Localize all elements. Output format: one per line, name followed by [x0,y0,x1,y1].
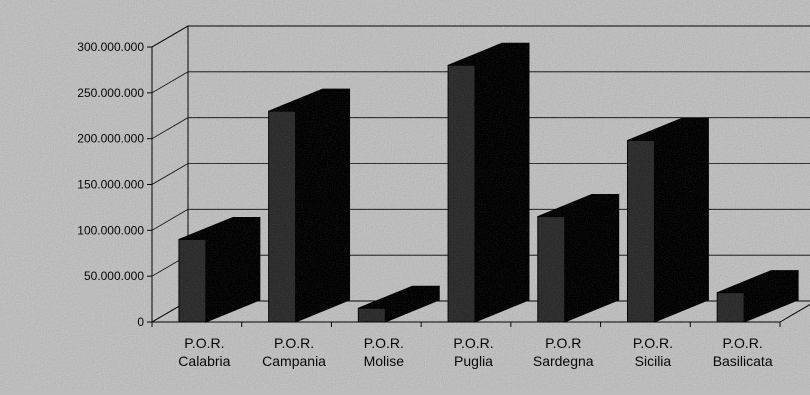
bar [268,88,351,323]
bar-front [716,292,745,323]
bar [626,117,709,323]
x-tick-label: P.O.R. [364,335,404,351]
y-tick-label: 150.000.000 [77,178,144,192]
bar-front [626,140,655,323]
y-tick-label: 250.000.000 [77,86,144,100]
bar [537,193,620,323]
bar-front [447,64,476,323]
y-tick-label: 100.000.000 [77,223,144,237]
x-tick-label: Basilicata [713,353,773,369]
bar-front [537,216,566,323]
x-tick-label: Puglia [454,353,493,369]
x-tick-label: P.O.R. [274,335,314,351]
x-tick-label: Sicilia [635,353,672,369]
x-tick-label: Calabria [178,353,230,369]
bar-front [268,110,297,323]
x-tick-label: Molise [364,353,405,369]
x-tick-label: Sardegna [533,353,594,369]
bar-side [653,117,709,323]
bar-front [178,239,207,323]
x-tick-label: P.O.R [545,335,581,351]
x-tick-label: Campania [262,353,326,369]
y-tick-label: 200.000.000 [77,132,144,146]
x-tick-label: P.O.R. [723,335,763,351]
bar [447,42,530,323]
x-tick-label: P.O.R. [633,335,673,351]
y-tick-label: 300.000.000 [77,40,144,54]
bar-side [474,42,530,323]
bar-front [357,307,386,323]
y-tick-label: 0 [137,315,144,329]
bar-side [295,88,351,323]
x-tick-label: P.O.R. [453,335,493,351]
x-tick-label: P.O.R. [184,335,224,351]
y-tick-label: 50.000.000 [84,269,144,283]
